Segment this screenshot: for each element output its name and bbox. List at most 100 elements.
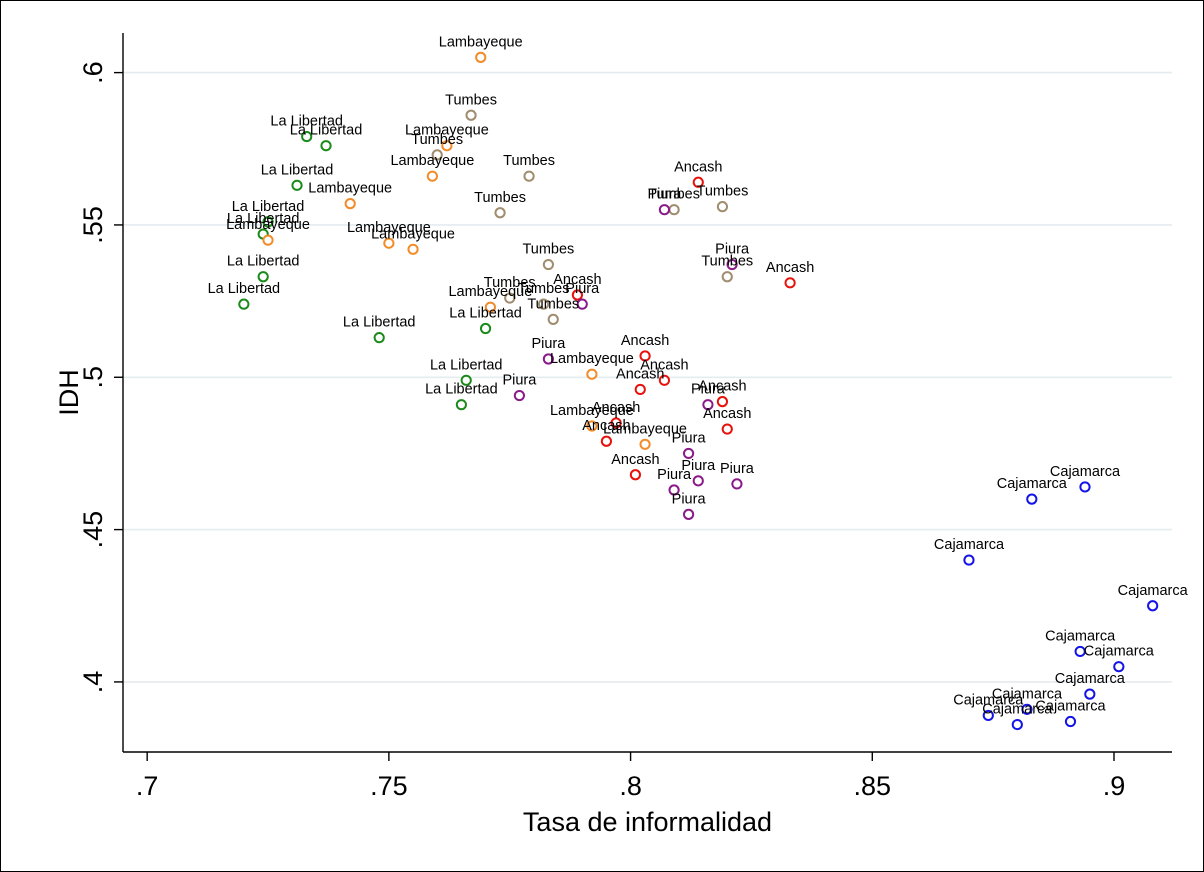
axes: .4 .45 .5 .55 .6 .7 .75 .8 .85 .9: [78, 33, 1172, 801]
point-label-2-10: Tumbes: [527, 296, 579, 312]
point-5-5: [1113, 661, 1125, 673]
point-0-9: [460, 374, 472, 386]
y-tick-label-2: .5: [78, 366, 108, 389]
point-3-8: [721, 423, 733, 435]
point-label-0-9: La Libertad: [430, 357, 503, 373]
point-3-10: [629, 469, 642, 481]
point-3-0: [692, 176, 704, 188]
point-label-1-1: Lambayeque: [405, 123, 489, 139]
point-4-0: [658, 204, 671, 216]
point-0-7: [373, 332, 385, 344]
point-label-4-6: Piura: [672, 430, 707, 446]
point-label-2-7: Tumbes: [701, 254, 753, 270]
point-1-5: [383, 237, 395, 249]
point-5-8: [982, 709, 994, 722]
point-0-5: [257, 271, 269, 283]
point-3-5: [634, 383, 646, 396]
point-2-1: [431, 149, 443, 161]
point-5-7: [1021, 703, 1033, 715]
point-label-5-9: Cajamarca: [1035, 699, 1106, 715]
point-4-6: [682, 447, 695, 460]
point-1-2: [426, 170, 438, 182]
point-0-6: [238, 298, 250, 310]
point-label-3-7: Ancash: [592, 400, 640, 416]
point-2-6: [542, 258, 555, 271]
point-1-0: [475, 51, 487, 63]
point-1-7: [484, 301, 496, 313]
point-label-1-0: Lambayeque: [439, 34, 523, 50]
point-0-10: [455, 399, 467, 411]
point-label-0-10: La Libertad: [425, 382, 498, 398]
point-label-1-6: Lambayeque: [371, 226, 455, 242]
x-tick-label-3: .85: [854, 771, 892, 801]
point-3-2: [571, 289, 584, 301]
point-label-5-0: Cajamarca: [1050, 464, 1121, 480]
point-2-0: [465, 109, 477, 121]
point-label-5-10: Cajamarca: [982, 702, 1053, 718]
point-0-3: [262, 216, 274, 228]
point-label-3-2: Ancash: [553, 272, 601, 288]
point-label-0-1: La Libertad: [290, 123, 363, 139]
point-3-9: [600, 435, 613, 447]
point-2-8: [504, 292, 516, 304]
point-4-9: [668, 484, 680, 496]
point-label-1-2: Lambayeque: [390, 153, 474, 169]
x-tick-label-4: .9: [1103, 771, 1126, 801]
point-0-2: [291, 179, 303, 191]
point-5-4: [1074, 645, 1086, 658]
point-2-7: [721, 271, 733, 283]
point-label-5-7: Cajamarca: [992, 686, 1063, 702]
point-label-2-1: Tumbes: [411, 132, 463, 148]
point-2-9: [537, 298, 550, 310]
point-5-1: [1026, 493, 1038, 505]
point-label-0-5: La Libertad: [227, 254, 300, 270]
y-axis-title: IDH: [54, 369, 84, 416]
point-label-1-7: Lambayeque: [448, 284, 532, 300]
point-4-1: [726, 258, 738, 271]
point-4-10: [682, 508, 695, 520]
point-label-5-5: Cajamarca: [1084, 644, 1155, 660]
data-points: [238, 51, 1159, 731]
point-1-3: [344, 198, 356, 210]
point-5-2: [963, 554, 975, 566]
point-0-0: [301, 130, 313, 143]
point-label-3-0: Ancash: [674, 159, 722, 175]
point-label-1-5: Lambayeque: [347, 220, 431, 236]
point-4-8: [731, 478, 743, 490]
point-label-1-8: Lambayeque: [550, 351, 634, 367]
point-4-5: [702, 399, 714, 411]
point-label-3-1: Ancash: [766, 260, 814, 276]
point-4-3: [542, 353, 555, 365]
point-0-1: [320, 140, 332, 152]
point-label-1-9: Lambayeque: [550, 403, 634, 419]
point-label-5-3: Cajamarca: [1118, 583, 1189, 599]
point-3-4: [658, 374, 671, 386]
point-2-3: [494, 207, 506, 219]
point-label-4-3: Piura: [531, 336, 566, 352]
point-label-0-7: La Libertad: [343, 315, 416, 331]
point-1-1: [441, 140, 453, 152]
y-tick-label-4: .6: [78, 61, 108, 84]
point-label-3-6: Ancash: [698, 379, 746, 395]
point-label-3-5: Ancash: [616, 366, 664, 382]
gridlines: [123, 71, 1172, 683]
point-4-2: [576, 298, 588, 310]
point-label-5-2: Cajamarca: [934, 537, 1005, 553]
point-label-2-6: Tumbes: [522, 242, 574, 258]
point-1-9: [586, 420, 598, 432]
point-label-5-4: Cajamarca: [1045, 628, 1116, 644]
point-label-1-4: Lambayeque: [226, 217, 310, 233]
point-label-3-8: Ancash: [703, 406, 751, 422]
point-5-3: [1147, 600, 1159, 612]
point-label-2-5: Tumbes: [697, 184, 749, 200]
point-label-3-3: Ancash: [621, 333, 669, 349]
point-2-2: [523, 170, 535, 182]
point-label-0-4: La Libertad: [227, 211, 300, 227]
point-labels: La Libertad La Libertad La Libertad La Libe…: [208, 34, 1189, 717]
point-label-2-3: Tumbes: [474, 190, 526, 206]
point-label-5-8: Cajamarca: [953, 692, 1024, 708]
point-label-0-8: La Libertad: [449, 306, 522, 322]
point-2-10: [547, 313, 559, 325]
point-label-5-6: Cajamarca: [1055, 671, 1126, 687]
